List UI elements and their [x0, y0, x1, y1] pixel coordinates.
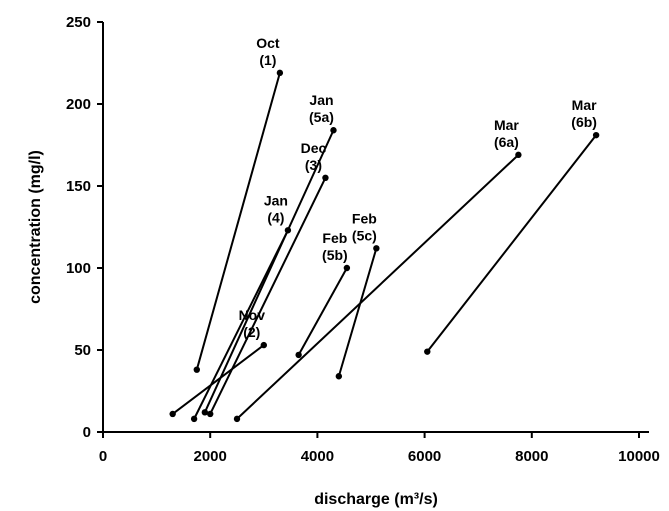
series-label-mar-6a: Mar: [494, 117, 519, 133]
y-axis-title: concentration (mg/l): [27, 150, 44, 304]
series-label-nov-2: (2): [243, 324, 260, 340]
series-line-jan-4: [193, 229, 289, 420]
series-label-oct-1: Oct: [256, 35, 280, 51]
data-point-nov-2-1: [169, 410, 176, 418]
x-tick-label: 6000: [408, 448, 441, 465]
series-label-jan-4: Jan: [264, 192, 288, 208]
y-ticks: 0 50 100 150 200 250: [66, 14, 103, 441]
x-axis-title: discharge (m³/s): [314, 491, 438, 508]
x-tick-label: 2000: [194, 448, 227, 465]
data-point-jan-4-2: [284, 227, 292, 234]
data-point-jan-4-1: [190, 415, 198, 423]
data-point-nov-2-2: [260, 341, 267, 349]
plot-frame: [102, 22, 649, 433]
series-label-mar-6a: (6a): [494, 134, 519, 150]
series-label-oct-1: (1): [259, 52, 276, 68]
data-point-oct-1-1: [193, 366, 200, 373]
series-label-feb-5b: (5b): [322, 247, 348, 263]
series-label-dec-3: (3): [305, 157, 322, 173]
data-point-mar-6b-1: [424, 348, 431, 355]
x-tick-label: 10000: [618, 448, 660, 465]
y-tick-label: 0: [83, 424, 91, 441]
data-point-mar-6a-1: [233, 415, 241, 423]
y-tick-label: 100: [66, 260, 91, 277]
series-label-mar-6b: Mar: [572, 97, 597, 113]
series-line-jan-5a: [203, 129, 335, 413]
series-label-dec-3: Dec: [301, 140, 327, 156]
series-line-mar-6a: [236, 154, 520, 420]
series-line-feb-5c: [337, 248, 378, 377]
y-tick-label: 150: [66, 178, 91, 195]
data-point-dec-3-1: [207, 410, 214, 418]
data-point-jan-5a-1: [201, 409, 209, 416]
data-point-jan-5a-2: [330, 127, 337, 134]
x-tick-label: 8000: [515, 448, 548, 465]
series-label-mar-6b: (6b): [571, 114, 597, 130]
data-point-feb-5b-2: [343, 264, 351, 272]
series-label-jan-4: (4): [267, 209, 284, 225]
series-line-mar-6b: [426, 134, 597, 353]
series-labels: Oct(1)Nov(2)Dec(3)Jan(4)Jan(5a)Feb(5b)Fe…: [239, 35, 598, 340]
y-tick-label: 250: [66, 14, 91, 31]
y-tick-label: 50: [74, 342, 91, 359]
series-label-feb-5c: Feb: [352, 210, 377, 226]
series-label-nov-2: Nov: [239, 307, 266, 323]
data-point-feb-5c-2: [373, 245, 380, 252]
y-tick-label: 200: [66, 96, 91, 113]
data-point-mar-6b-2: [592, 131, 600, 139]
series-label-feb-5c: (5c): [352, 227, 377, 243]
data-point-oct-1-2: [276, 69, 284, 77]
series-label-jan-5a: (5a): [309, 109, 334, 125]
series-label-feb-5b: Feb: [322, 230, 347, 246]
series-line-nov-2: [172, 344, 265, 415]
x-tick-label: 0: [99, 448, 107, 465]
data-point-dec-3-2: [322, 174, 329, 181]
series-line-feb-5b: [297, 267, 348, 356]
series-line-dec-3: [209, 177, 327, 415]
series-label-jan-5a: Jan: [309, 92, 333, 108]
series-lines: [172, 72, 597, 420]
series-line-oct-1: [195, 72, 281, 370]
data-point-feb-5b-1: [295, 351, 302, 359]
series-points: [169, 69, 600, 423]
x-ticks: 0 2000 4000 6000 8000 10000: [99, 432, 660, 465]
x-tick-label: 4000: [301, 448, 334, 465]
data-point-mar-6a-2: [515, 151, 522, 159]
data-point-feb-5c-1: [335, 373, 343, 380]
